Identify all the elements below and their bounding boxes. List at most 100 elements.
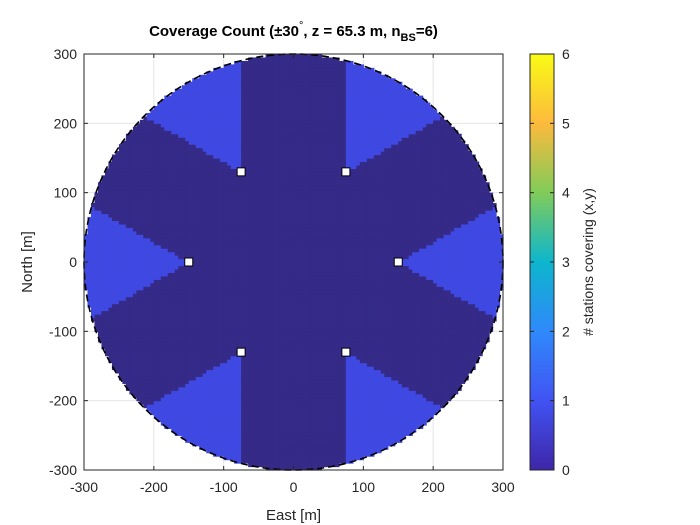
coverage-cell (206, 119, 211, 124)
coverage-cell (220, 341, 225, 346)
coverage-cell (265, 255, 270, 260)
coverage-cell (185, 140, 190, 145)
coverage-cell (157, 168, 162, 173)
coverage-cell (157, 359, 162, 364)
coverage-cell (171, 164, 176, 169)
coverage-cell (118, 289, 124, 294)
coverage-cell (220, 116, 225, 121)
coverage-cell (213, 154, 218, 159)
coverage-cell (209, 431, 214, 436)
coverage-cell (244, 140, 249, 145)
coverage-cell (258, 411, 263, 416)
coverage-cell (206, 151, 211, 156)
coverage-cell (216, 411, 221, 416)
coverage-cell (255, 88, 260, 93)
coverage-cell (237, 369, 242, 374)
coverage-cell (220, 106, 225, 111)
coverage-cell (248, 338, 253, 343)
coverage-cell (220, 372, 225, 377)
coverage-cell (234, 255, 239, 260)
coverage-cell (265, 244, 270, 249)
coverage-cell (237, 206, 242, 211)
coverage-cell (234, 244, 239, 249)
coverage-cell (255, 133, 260, 138)
coverage-cell (269, 418, 274, 423)
coverage-cell (97, 279, 103, 284)
coverage-cell (244, 372, 249, 377)
coverage-cell (174, 168, 179, 173)
coverage-cell (185, 185, 190, 190)
coverage-cell (150, 341, 155, 346)
coverage-cell (160, 213, 165, 218)
coverage-cell (262, 390, 267, 395)
coverage-cell (174, 366, 179, 371)
coverage-cell (227, 383, 232, 388)
coverage-cell (178, 203, 183, 208)
coverage-cell (209, 130, 214, 135)
coverage-cell (139, 137, 144, 142)
coverage-cell (90, 265, 96, 270)
coverage-cell (188, 411, 193, 416)
coverage-cell (227, 81, 232, 86)
coverage-cell (157, 293, 162, 298)
coverage-cell (265, 241, 270, 246)
coverage-cell (146, 126, 151, 131)
coverage-cell (248, 414, 253, 419)
coverage-cell (255, 442, 260, 447)
coverage-cell (97, 303, 103, 308)
coverage-cell (216, 296, 221, 301)
coverage-cell (248, 220, 253, 225)
coverage-cell (241, 203, 246, 208)
coverage-cell (237, 185, 242, 190)
coverage-cell (241, 158, 246, 163)
coverage-cell (136, 341, 141, 346)
coverage-cell (199, 279, 204, 284)
coverage-cell (237, 137, 242, 142)
coverage-cell (269, 81, 274, 86)
coverage-cell (213, 341, 218, 346)
coverage-cell (164, 307, 169, 312)
coverage-cell (104, 206, 110, 211)
coverage-cell (101, 275, 106, 280)
coverage-cell (223, 397, 228, 402)
coverage-cell (94, 317, 99, 322)
coverage-cell (227, 88, 232, 93)
coverage-cell (220, 414, 225, 419)
coverage-cell (164, 386, 169, 391)
coverage-cell (230, 154, 235, 159)
coverage-cell (258, 262, 263, 267)
coverage-cell (160, 168, 165, 173)
coverage-cell (136, 182, 141, 187)
coverage-cell (227, 418, 232, 423)
coverage-cell (167, 359, 172, 364)
coverage-cell (104, 324, 110, 329)
coverage-cell (181, 92, 186, 97)
coverage-cell (122, 168, 127, 173)
coverage-cell (199, 341, 204, 346)
coverage-cell (185, 341, 190, 346)
coverage-cell (132, 286, 137, 291)
coverage-cell (97, 320, 103, 325)
coverage-cell (181, 140, 186, 145)
coverage-cell (227, 92, 232, 97)
coverage-cell (108, 164, 113, 169)
coverage-cell (167, 137, 172, 142)
coverage-cell (199, 303, 204, 308)
coverage-cell (237, 262, 242, 267)
coverage-cell (248, 459, 253, 464)
coverage-cell (230, 286, 235, 291)
coverage-cell (213, 147, 218, 152)
coverage-cell (160, 386, 165, 391)
coverage-cell (216, 362, 221, 367)
coverage-cell (237, 289, 242, 294)
coverage-cell (220, 109, 225, 114)
coverage-cell (132, 327, 137, 332)
coverage-cell (171, 244, 176, 249)
coverage-cell (146, 130, 151, 135)
coverage-cell (111, 178, 117, 183)
coverage-cell (220, 331, 225, 336)
coverage-cell (199, 223, 204, 228)
coverage-cell (216, 407, 221, 412)
coverage-cell (132, 158, 137, 163)
coverage-cell (241, 241, 246, 246)
